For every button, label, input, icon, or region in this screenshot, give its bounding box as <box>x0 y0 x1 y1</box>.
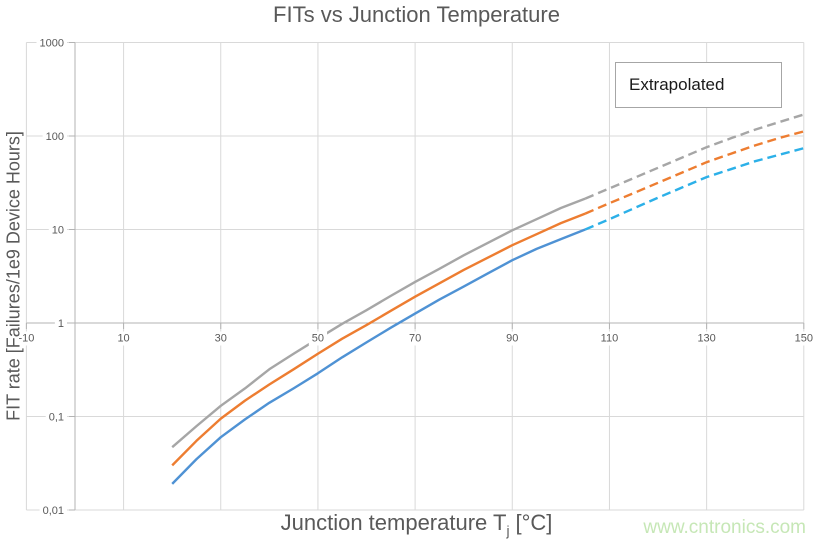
x-tick-label: 10 <box>117 333 129 345</box>
y-tick-label: 0,01 <box>43 505 64 517</box>
chart-title: FITs vs Junction Temperature <box>273 2 560 27</box>
x-axis-title-unit: [°C] <box>515 510 553 535</box>
x-tick-label: 50 <box>312 333 324 345</box>
x-tick-label-backing <box>114 331 133 346</box>
x-tick-label-backing <box>597 331 622 346</box>
x-tick-label-backing <box>791 331 816 346</box>
legend-box: Extrapolated <box>615 62 782 108</box>
x-tick-label: 30 <box>215 333 227 345</box>
x-tick-label-backing <box>211 331 230 346</box>
series-blue-extrapolated <box>584 147 805 231</box>
y-tick-label: 1000 <box>40 38 64 50</box>
y-tick-label-backing <box>45 410 67 425</box>
x-tick-label: 130 <box>697 333 715 345</box>
series-orange-measured <box>171 212 586 467</box>
y-tick-label-backing <box>48 223 67 238</box>
series-gray-extrapolated <box>584 113 805 200</box>
series-blue-measured <box>171 228 586 485</box>
watermark-text: www.cntronics.com <box>643 517 806 538</box>
y-tick-label: 0,1 <box>49 412 64 424</box>
series-gray-measured <box>171 197 586 449</box>
x-tick-label: 150 <box>795 333 813 345</box>
x-tick-label: 90 <box>506 333 518 345</box>
y-axis-title: FIT rate [Failures/1e9 Device Hours] <box>3 131 24 421</box>
y-tick-label-backing <box>54 317 67 331</box>
x-tick-label-backing <box>15 331 38 346</box>
x-tick-label-backing <box>405 331 425 346</box>
series-orange-extrapolated <box>584 130 805 215</box>
x-axis-title-subscript: j <box>506 523 510 539</box>
y-tick-label-backing <box>36 36 67 51</box>
x-axis-title-text: Junction temperature T <box>280 510 507 535</box>
x-tick-label: 110 <box>601 333 619 345</box>
x-tick-label-backing <box>694 331 719 346</box>
y-tick-label-backing <box>42 130 67 144</box>
x-tick-label-backing <box>308 331 328 346</box>
x-axis-title: Junction temperature Tj [°C] <box>26 510 807 538</box>
y-tick-label: 10 <box>52 225 64 237</box>
x-tick-label: 70 <box>409 333 421 345</box>
y-tick-label-backing <box>39 504 67 518</box>
legend-entry-extrapolated: Extrapolated <box>629 75 725 94</box>
x-tick-label-backing <box>503 331 522 346</box>
y-tick-label: 1 <box>58 318 64 330</box>
y-tick-label: 100 <box>46 131 64 143</box>
x-tick-label: -10 <box>18 333 34 345</box>
